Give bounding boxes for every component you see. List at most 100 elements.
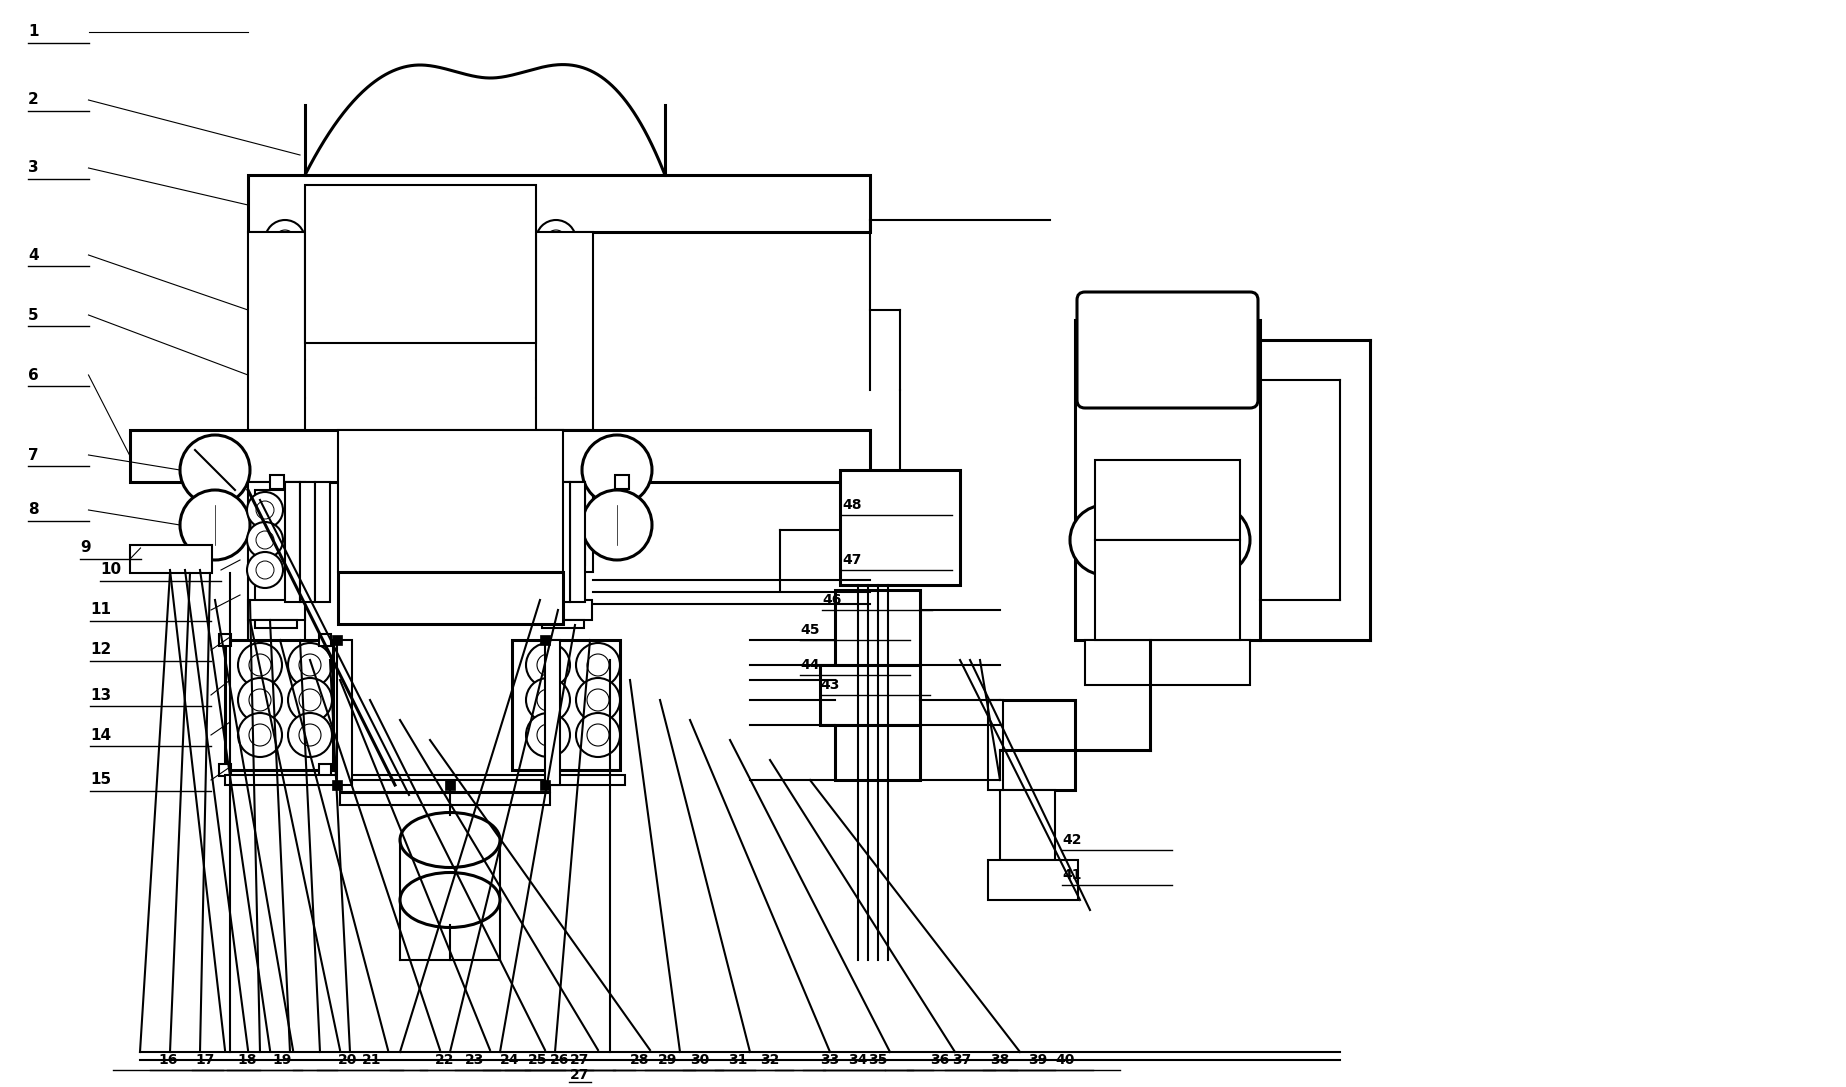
Circle shape: [587, 654, 609, 676]
Bar: [541, 780, 550, 790]
Circle shape: [546, 388, 567, 408]
Circle shape: [266, 258, 305, 298]
Bar: [316, 482, 330, 602]
Text: 38: 38: [989, 1053, 1010, 1067]
Text: 28: 28: [629, 1053, 650, 1067]
Bar: [338, 430, 563, 572]
Bar: [247, 482, 305, 647]
Text: 21: 21: [362, 1053, 382, 1067]
Circle shape: [288, 644, 332, 687]
Circle shape: [257, 532, 273, 549]
Text: 37: 37: [953, 1053, 971, 1067]
Text: 33: 33: [820, 1053, 840, 1067]
Circle shape: [299, 724, 321, 746]
Circle shape: [181, 435, 249, 505]
Bar: [445, 780, 454, 790]
Text: 5: 5: [28, 308, 39, 323]
Circle shape: [576, 678, 620, 722]
Text: 18: 18: [238, 1053, 257, 1067]
Bar: [340, 794, 550, 805]
Bar: [545, 640, 559, 785]
Bar: [319, 764, 330, 776]
Circle shape: [288, 678, 332, 722]
Circle shape: [576, 644, 620, 687]
Bar: [1095, 460, 1241, 540]
Bar: [988, 860, 1078, 900]
Circle shape: [288, 713, 332, 757]
Text: 22: 22: [436, 1053, 454, 1067]
Bar: [556, 482, 570, 602]
Text: 42: 42: [1061, 833, 1082, 847]
Bar: [220, 764, 231, 776]
Bar: [255, 620, 297, 628]
Circle shape: [535, 340, 576, 380]
Ellipse shape: [401, 873, 500, 927]
Circle shape: [546, 350, 567, 370]
Bar: [834, 725, 919, 780]
Text: 27: 27: [570, 1069, 589, 1082]
Bar: [255, 490, 297, 620]
Circle shape: [257, 561, 273, 579]
Text: 14: 14: [90, 727, 111, 742]
Text: 36: 36: [930, 1053, 949, 1067]
Bar: [129, 545, 212, 573]
Circle shape: [299, 689, 321, 711]
Text: 40: 40: [1056, 1053, 1074, 1067]
Bar: [284, 482, 301, 602]
Circle shape: [257, 501, 273, 518]
Circle shape: [535, 522, 570, 558]
Ellipse shape: [401, 812, 500, 867]
Text: 29: 29: [659, 1053, 677, 1067]
Bar: [535, 232, 593, 430]
Circle shape: [546, 230, 567, 250]
Circle shape: [299, 654, 321, 676]
Circle shape: [1124, 505, 1194, 575]
Text: 4: 4: [28, 248, 39, 262]
Bar: [225, 640, 332, 770]
Text: 16: 16: [159, 1053, 177, 1067]
Text: 30: 30: [690, 1053, 709, 1067]
Text: 6: 6: [28, 367, 39, 383]
Bar: [1074, 320, 1261, 640]
Text: 25: 25: [528, 1053, 548, 1067]
Circle shape: [266, 220, 305, 260]
Text: 32: 32: [761, 1053, 779, 1067]
Circle shape: [275, 388, 295, 408]
Bar: [319, 634, 330, 646]
Text: 35: 35: [868, 1053, 888, 1067]
Bar: [988, 700, 1002, 790]
Bar: [247, 175, 869, 232]
Circle shape: [526, 644, 570, 687]
Bar: [305, 185, 535, 343]
Text: 45: 45: [799, 623, 820, 637]
Bar: [543, 490, 585, 565]
Bar: [840, 470, 960, 585]
Text: 48: 48: [842, 498, 862, 512]
Bar: [220, 634, 231, 646]
Circle shape: [266, 340, 305, 380]
Circle shape: [1180, 505, 1250, 575]
Bar: [1001, 790, 1056, 860]
Circle shape: [581, 490, 652, 560]
Circle shape: [247, 552, 282, 588]
Circle shape: [545, 561, 561, 579]
Bar: [1085, 640, 1250, 685]
Text: 1: 1: [28, 25, 39, 39]
Circle shape: [266, 378, 305, 418]
Circle shape: [1071, 505, 1141, 575]
Text: 46: 46: [821, 594, 842, 607]
Circle shape: [181, 490, 249, 560]
Circle shape: [576, 713, 620, 757]
FancyBboxPatch shape: [1076, 292, 1257, 408]
Text: 41: 41: [1061, 869, 1082, 882]
Text: 13: 13: [90, 687, 111, 702]
Circle shape: [545, 532, 561, 549]
Text: 47: 47: [842, 553, 862, 567]
Text: 8: 8: [28, 502, 39, 517]
Text: 9: 9: [79, 540, 90, 555]
Circle shape: [275, 268, 295, 288]
Circle shape: [238, 713, 282, 757]
Bar: [340, 780, 550, 792]
Bar: [247, 232, 305, 430]
Text: 27: 27: [570, 1053, 589, 1067]
